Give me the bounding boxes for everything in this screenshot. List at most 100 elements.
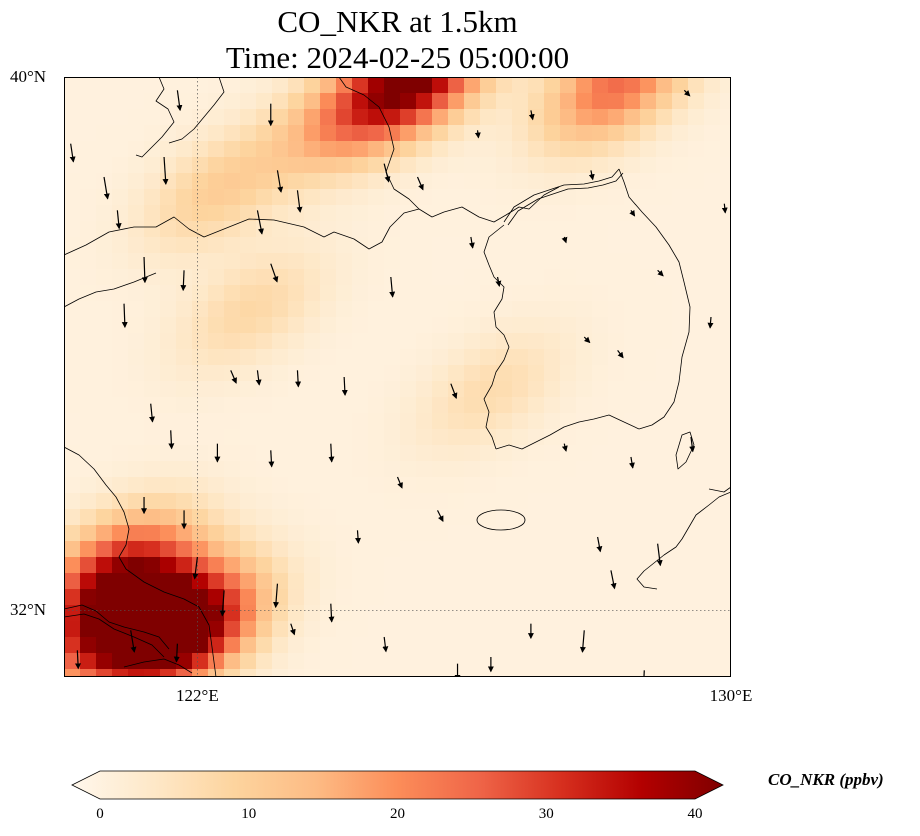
field-cell <box>80 269 97 286</box>
field-cell <box>480 77 497 94</box>
field-cell <box>480 573 497 590</box>
field-cell <box>144 237 161 254</box>
field-cell <box>272 333 289 350</box>
field-cell <box>656 477 673 494</box>
field-cell <box>560 413 577 430</box>
field-cell <box>80 493 97 510</box>
field-cell <box>688 333 705 350</box>
field-cell <box>272 541 289 558</box>
field-cell <box>368 493 385 510</box>
field-cell <box>128 301 145 318</box>
field-cell <box>432 605 449 622</box>
field-cell <box>720 317 731 334</box>
field-cell <box>192 93 209 110</box>
field-cell <box>448 381 465 398</box>
field-cell <box>192 509 209 526</box>
field-cell <box>64 541 81 558</box>
field-cell <box>496 509 513 526</box>
field-cell <box>704 269 721 286</box>
field-cell <box>704 509 721 526</box>
field-cell <box>176 285 193 302</box>
field-cell <box>384 605 401 622</box>
field-cell <box>320 509 337 526</box>
field-cell <box>128 205 145 222</box>
field-cell <box>304 77 321 94</box>
field-cell <box>640 397 657 414</box>
field-cell <box>544 397 561 414</box>
field-cell <box>656 397 673 414</box>
field-cell <box>352 173 369 190</box>
field-cell <box>432 317 449 334</box>
field-cell <box>368 525 385 542</box>
field-cell <box>528 349 545 366</box>
field-cell <box>96 237 113 254</box>
field-cell <box>224 381 241 398</box>
field-cell <box>592 173 609 190</box>
wind-arrow <box>273 583 280 609</box>
field-cell <box>240 445 257 462</box>
field-cell <box>160 525 177 542</box>
wind-arrow <box>74 650 81 670</box>
field-cell <box>656 589 673 606</box>
field-cell <box>176 253 193 270</box>
field-cell <box>128 509 145 526</box>
field-cell <box>336 541 353 558</box>
field-cell <box>480 381 497 398</box>
field-cell <box>96 429 113 446</box>
field-cell <box>368 429 385 446</box>
field-cell <box>688 285 705 302</box>
field-cell <box>720 573 731 590</box>
field-cell <box>512 381 529 398</box>
field-cell <box>96 269 113 286</box>
field-cell <box>400 77 417 94</box>
field-cell <box>560 205 577 222</box>
field-cell <box>512 669 529 677</box>
field-cell <box>656 349 673 366</box>
field-cell <box>128 653 145 670</box>
field-cell <box>144 589 161 606</box>
field-cell <box>544 557 561 574</box>
field-cell <box>240 157 257 174</box>
coastlines <box>64 77 731 677</box>
field-cell <box>304 605 321 622</box>
field-cell <box>80 413 97 430</box>
field-cell <box>496 413 513 430</box>
field-cell <box>192 653 209 670</box>
field-cell <box>288 205 305 222</box>
field-cell <box>368 77 385 94</box>
field-cell <box>320 557 337 574</box>
field-cell <box>496 605 513 622</box>
field-cell <box>448 429 465 446</box>
field-cell <box>368 445 385 462</box>
field-cell <box>336 573 353 590</box>
field-cell <box>544 589 561 606</box>
field-cell <box>384 77 401 94</box>
field-cell <box>128 637 145 654</box>
field-cell <box>304 173 321 190</box>
field-cell <box>496 237 513 254</box>
field-cell <box>672 621 689 638</box>
field-cell <box>624 669 641 677</box>
field-cell <box>112 77 129 94</box>
field-cell <box>512 573 529 590</box>
field-cell <box>576 605 593 622</box>
field-cell <box>192 621 209 638</box>
field-cell <box>304 429 321 446</box>
field-cell <box>640 413 657 430</box>
field-cell <box>288 93 305 110</box>
field-cell <box>224 349 241 366</box>
field-cell <box>416 557 433 574</box>
field-cell <box>288 301 305 318</box>
field-cell <box>688 349 705 366</box>
field-cell <box>304 413 321 430</box>
field-cell <box>432 557 449 574</box>
border-korea-2 <box>507 172 624 226</box>
field-cell <box>704 237 721 254</box>
field-cell <box>96 461 113 478</box>
field-cell <box>608 525 625 542</box>
field-cell <box>528 413 545 430</box>
field-cell <box>336 637 353 654</box>
field-cell <box>96 317 113 334</box>
field-cell <box>720 429 731 446</box>
field-cell <box>80 669 97 677</box>
